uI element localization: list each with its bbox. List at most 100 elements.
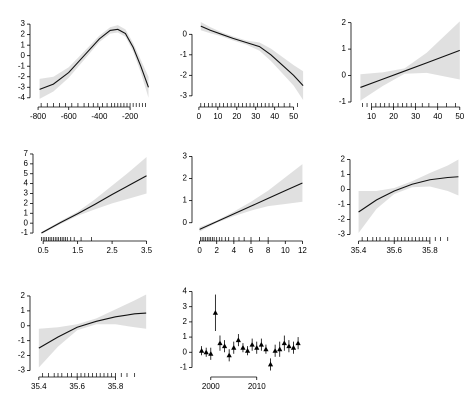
y-tick-label: -3 <box>18 82 26 91</box>
y-tick-label: 2 <box>342 18 347 27</box>
point <box>286 343 292 349</box>
y-tick-label: -1 <box>21 228 29 237</box>
x-tick-label: 35.6 <box>386 246 402 255</box>
point <box>244 347 251 353</box>
y-tick-label: 1 <box>183 196 188 205</box>
point <box>203 349 209 355</box>
x-tick-label: 50 <box>289 112 298 121</box>
x-tick-label: 2010 <box>248 382 266 391</box>
y-tick-label: 0 <box>21 51 26 60</box>
y-tick-label: -3 <box>338 230 346 239</box>
y-tick-label: 0 <box>183 347 188 356</box>
y-tick-label: 6 <box>24 159 29 168</box>
x-tick-label: 0 <box>197 112 202 121</box>
point <box>267 361 274 367</box>
y-tick-label: 1 <box>341 170 346 179</box>
x-tick-label: -200 <box>122 112 139 121</box>
fit-line <box>358 176 459 213</box>
fit-line <box>41 175 147 234</box>
y-tick-label: 2 <box>21 291 26 300</box>
y-tick-label: 3 <box>183 152 188 161</box>
y-tick-label: 3 <box>24 189 29 198</box>
y-tick-label: 7 <box>24 149 29 158</box>
y-tick-label: 0 <box>341 185 346 194</box>
y-tick-label: 2 <box>341 155 346 164</box>
y-tick-label: -2 <box>18 72 26 81</box>
x-tick-label: 6 <box>249 246 254 255</box>
x-tick-label: 30 <box>411 112 420 121</box>
x-tick-label: -800 <box>30 112 47 121</box>
point <box>290 344 297 350</box>
y-tick-label: -3 <box>180 91 188 100</box>
y-tick-label: -1 <box>180 50 188 59</box>
x-tick-label: 8 <box>266 246 271 255</box>
confidence-band <box>39 25 149 99</box>
confidence-band <box>199 164 303 232</box>
confidence-band <box>200 22 304 100</box>
y-tick-label: 0 <box>21 321 26 330</box>
point <box>226 352 232 358</box>
y-tick-label: -1 <box>338 200 346 209</box>
y-tick-label: 1 <box>342 44 347 53</box>
point <box>240 344 246 350</box>
confidence-band <box>41 156 147 235</box>
y-tick-label: 3 <box>21 19 26 28</box>
y-tick-label: -2 <box>180 70 188 79</box>
x-tick-label: 2.5 <box>107 246 119 255</box>
y-tick-label: 5 <box>24 169 29 178</box>
point <box>208 350 214 356</box>
y-tick-label: 4 <box>183 287 188 296</box>
point <box>254 344 260 350</box>
y-tick-label: -1 <box>18 61 26 70</box>
x-tick-label: -600 <box>61 112 78 121</box>
y-tick-label: 1 <box>21 306 26 315</box>
x-tick-label: 0 <box>197 246 202 255</box>
y-tick-label: 0 <box>24 218 29 227</box>
x-tick-label: 35.4 <box>351 246 367 255</box>
point <box>281 340 287 346</box>
x-tick-label: 10 <box>281 246 290 255</box>
x-tick-label: 40 <box>270 112 279 121</box>
x-tick-label: 20 <box>232 112 241 121</box>
fit-line <box>200 25 304 86</box>
y-tick-label: 1 <box>24 208 29 217</box>
fit-line <box>39 28 149 90</box>
x-tick-label: 2000 <box>202 382 220 391</box>
point <box>277 346 283 352</box>
x-tick-label: 35.4 <box>31 382 47 391</box>
y-tick-label: 3 <box>183 302 188 311</box>
y-tick-label: 2 <box>183 317 188 326</box>
point <box>231 344 237 350</box>
x-tick-label: 3.5 <box>141 246 153 255</box>
x-tick-label: 35.8 <box>108 382 124 391</box>
x-tick-label: 35.8 <box>422 246 438 255</box>
x-tick-label: 2 <box>214 246 219 255</box>
x-tick-label: 0.5 <box>38 246 50 255</box>
point <box>217 340 223 346</box>
point <box>221 343 228 349</box>
y-tick-label: 0 <box>342 71 347 80</box>
point <box>295 340 301 346</box>
y-tick-label: -1 <box>18 336 26 345</box>
point <box>263 346 269 352</box>
y-tick-label: 0 <box>183 29 188 38</box>
x-tick-label: 20 <box>389 112 398 121</box>
y-tick-label: 0 <box>183 218 188 227</box>
y-tick-label: -4 <box>18 93 26 102</box>
y-tick-label: 2 <box>21 30 26 39</box>
confidence-band <box>360 21 460 101</box>
point <box>198 347 205 353</box>
y-tick-label: 4 <box>24 179 29 188</box>
y-tick-label: 2 <box>183 174 188 183</box>
x-tick-label: 12 <box>298 246 307 255</box>
y-tick-label: 1 <box>183 332 188 341</box>
point <box>249 341 255 347</box>
y-tick-label: -2 <box>338 215 346 224</box>
y-tick-label: -1 <box>339 97 347 106</box>
point <box>235 337 241 343</box>
y-tick-label: -2 <box>18 351 26 360</box>
x-tick-label: 10 <box>213 112 222 121</box>
x-tick-label: 4 <box>232 246 237 255</box>
x-tick-label: 40 <box>433 112 442 121</box>
